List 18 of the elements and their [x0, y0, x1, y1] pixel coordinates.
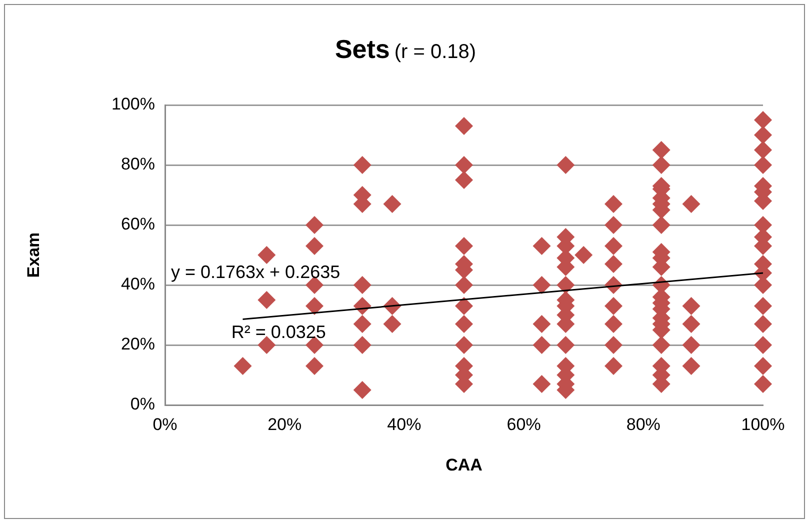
- x-tick-label: 20%: [268, 414, 302, 434]
- y-axis-title: Exam: [24, 232, 43, 278]
- annotation: R² = 0.0325: [231, 322, 326, 342]
- x-axis-title: CAA: [446, 455, 482, 474]
- y-tick-label: 0%: [130, 394, 155, 414]
- y-tick-label: 20%: [120, 334, 155, 354]
- x-tick-label: 0%: [152, 414, 178, 434]
- x-tick-label: 60%: [506, 414, 541, 434]
- x-tick-label: 100%: [741, 414, 785, 434]
- chart-title: Sets: [334, 34, 390, 64]
- y-tick-label: 60%: [120, 214, 155, 234]
- y-tick-label: 80%: [120, 154, 155, 174]
- annotation: y = 0.1763x + 0.2635: [170, 262, 340, 282]
- y-tick-label: 40%: [120, 274, 155, 294]
- y-tick-label: 100%: [112, 94, 155, 114]
- chart-subtitle: (r = 0.18): [394, 41, 476, 63]
- x-tick-label: 40%: [387, 414, 422, 434]
- x-tick-label: 80%: [626, 414, 660, 434]
